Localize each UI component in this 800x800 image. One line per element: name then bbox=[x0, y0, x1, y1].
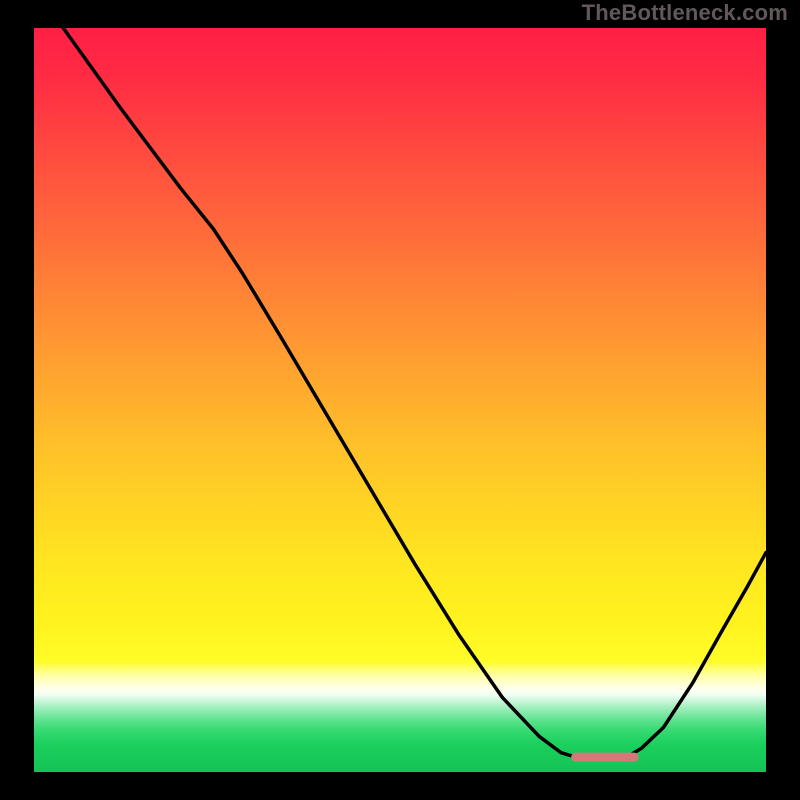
chart-svg bbox=[34, 28, 766, 772]
watermark-text: TheBottleneck.com bbox=[582, 0, 788, 26]
chart-container: { "meta": { "watermark": "TheBottleneck.… bbox=[0, 0, 800, 800]
